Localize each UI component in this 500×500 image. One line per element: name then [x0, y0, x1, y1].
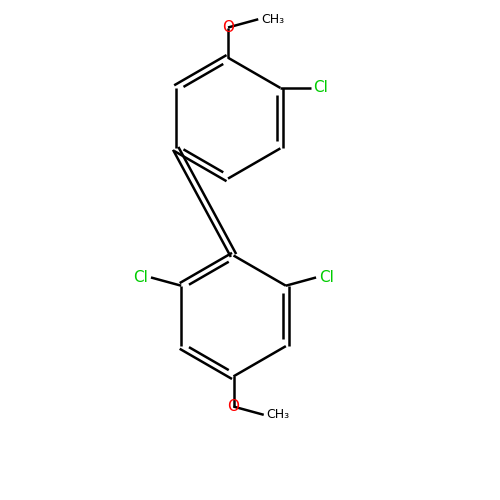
Text: Cl: Cl: [314, 80, 328, 96]
Text: Cl: Cl: [319, 270, 334, 285]
Text: CH₃: CH₃: [266, 408, 289, 422]
Text: O: O: [228, 399, 239, 414]
Text: CH₃: CH₃: [261, 13, 284, 26]
Text: O: O: [222, 20, 234, 35]
Text: Cl: Cl: [134, 270, 148, 285]
